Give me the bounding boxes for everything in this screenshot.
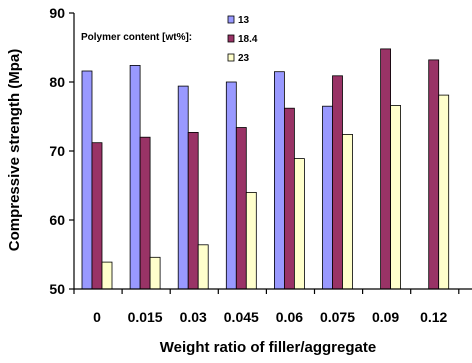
bar-23-0 bbox=[101, 261, 113, 290]
bar-23-0.075 bbox=[342, 133, 353, 290]
y-tick-label-90: 90 bbox=[49, 5, 65, 21]
bar-13-0.045 bbox=[225, 81, 237, 290]
x-tick-label-0.015: 0.015 bbox=[128, 309, 163, 325]
y-axis-title: Compressive strength (Mpa) bbox=[6, 49, 23, 252]
legend-swatch-18.4 bbox=[227, 34, 235, 43]
bar-18.4-0.075 bbox=[332, 75, 343, 290]
legend: 13 18.4 23 bbox=[227, 15, 258, 64]
bar-23-0.06 bbox=[293, 158, 305, 290]
x-tick-label-0.075: 0.075 bbox=[320, 309, 355, 325]
legend-swatch-13 bbox=[227, 15, 235, 24]
bar-18.4-0.015 bbox=[139, 136, 151, 290]
x-tick-label-0.045: 0.045 bbox=[224, 309, 259, 325]
x-tick-label-0.06: 0.06 bbox=[276, 309, 303, 325]
bar-23-0.09 bbox=[390, 105, 402, 290]
bar-18.4-0.09 bbox=[380, 48, 392, 290]
legend-label-18.4: 18.4 bbox=[238, 34, 258, 45]
y-tick-label-80: 80 bbox=[49, 74, 65, 90]
bar-23-0.12 bbox=[438, 94, 450, 290]
bar-18.4-0 bbox=[91, 142, 103, 290]
bar-23-0.045 bbox=[245, 191, 257, 290]
x-tick-label-0: 0 bbox=[93, 309, 101, 325]
legend-label-13: 13 bbox=[238, 15, 250, 26]
x-tick-label-0.12: 0.12 bbox=[420, 309, 447, 325]
y-tick-label-70: 70 bbox=[49, 143, 65, 159]
bar-13-0.06 bbox=[273, 71, 285, 290]
bar-13-0 bbox=[81, 70, 93, 290]
bar-13-0.03 bbox=[177, 85, 189, 290]
x-tick-label-0.09: 0.09 bbox=[372, 309, 399, 325]
legend-swatch-23 bbox=[227, 53, 235, 62]
bar-18.4-0.03 bbox=[187, 131, 199, 290]
legend-label-23: 23 bbox=[238, 53, 250, 64]
bar-18.4-0.045 bbox=[235, 127, 247, 290]
x-axis-title: Weight ratio of filler/aggregate bbox=[160, 339, 376, 356]
bar-18.4-0.06 bbox=[283, 107, 295, 290]
bar-18.4-0.12 bbox=[428, 59, 440, 290]
bar-23-0.03 bbox=[197, 244, 209, 290]
bar-23-0.015 bbox=[149, 256, 161, 290]
y-tick-label-60: 60 bbox=[49, 212, 65, 228]
x-tick-label-0.03: 0.03 bbox=[180, 309, 207, 325]
y-tick-label-50: 50 bbox=[49, 281, 65, 297]
bar-13-0.075 bbox=[322, 105, 333, 290]
bar-13-0.015 bbox=[129, 65, 141, 290]
legend-title: Polymer content [wt%]: bbox=[81, 32, 192, 43]
